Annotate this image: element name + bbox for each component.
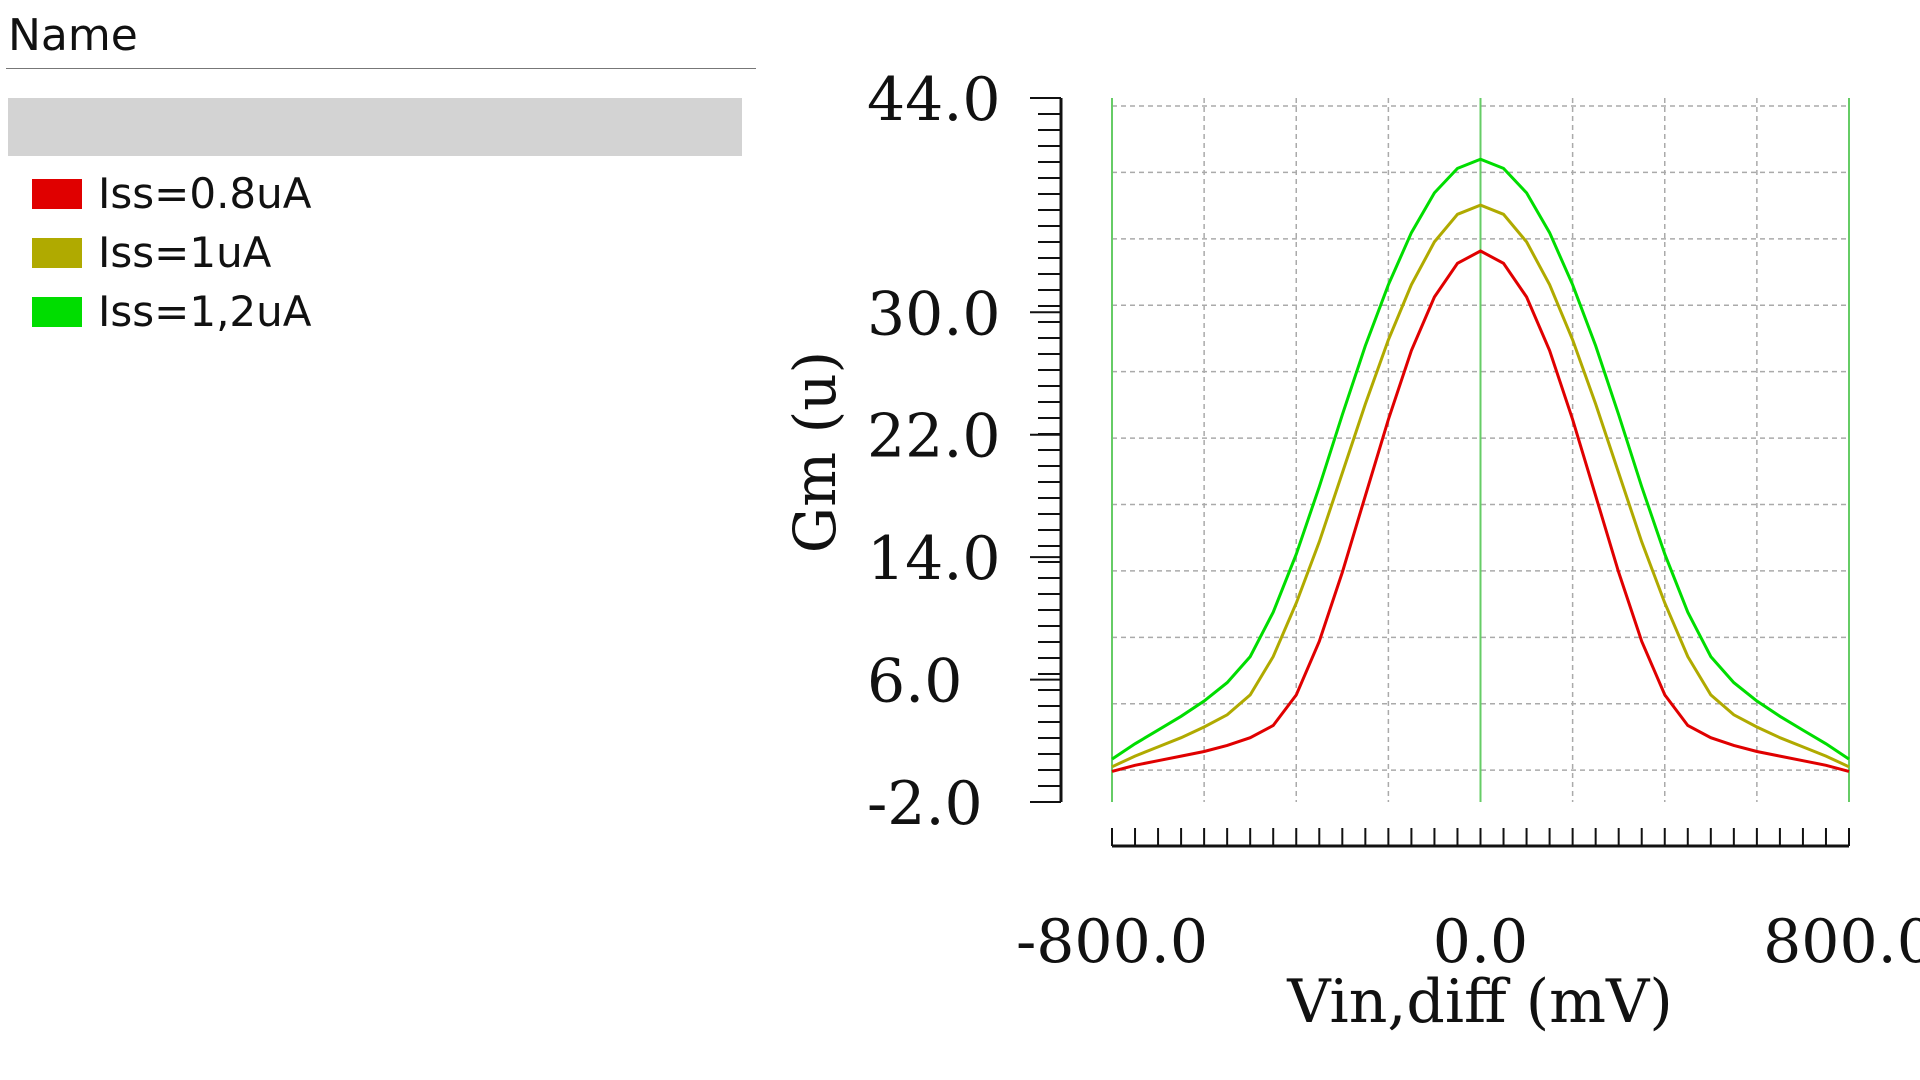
legend-panel: Name Iss=0.8uA Iss=1uA Iss=1,2uA — [0, 0, 760, 1080]
legend-label: Iss=1,2uA — [98, 287, 312, 336]
y-tick-label: 30.0 — [867, 279, 1001, 349]
y-tick-label: 44.0 — [867, 65, 1001, 135]
legend-item[interactable]: Iss=1,2uA — [32, 282, 312, 341]
selection-bar — [8, 98, 742, 156]
legend-item[interactable]: Iss=0.8uA — [32, 164, 312, 223]
y-tick-label: 14.0 — [867, 524, 1001, 594]
x-tick-label: -800.0 — [1016, 907, 1208, 977]
x-tick-label: 800.0 — [1763, 907, 1920, 977]
y-tick-label: 22.0 — [867, 402, 1001, 472]
series-line — [1111, 203, 1850, 769]
x-tick-label: 0.0 — [1433, 907, 1528, 977]
legend-swatch — [32, 296, 82, 327]
legend-label: Iss=1uA — [98, 228, 272, 277]
column-header: Name — [8, 10, 138, 61]
series-line — [1111, 157, 1850, 761]
header-divider — [6, 68, 756, 69]
legend-swatch — [32, 178, 82, 209]
series-line — [1111, 249, 1850, 773]
legend: Iss=0.8uA Iss=1uA Iss=1,2uA — [32, 164, 312, 341]
y-tick-label: -2.0 — [867, 769, 983, 839]
y-axis-title: Gm (u) — [781, 351, 849, 553]
legend-label: Iss=0.8uA — [98, 169, 312, 218]
y-tick-label: 6.0 — [867, 647, 962, 717]
legend-swatch — [32, 237, 82, 268]
x-axis-title: Vin,diff (mV) — [1286, 967, 1673, 1037]
legend-item[interactable]: Iss=1uA — [32, 223, 312, 282]
